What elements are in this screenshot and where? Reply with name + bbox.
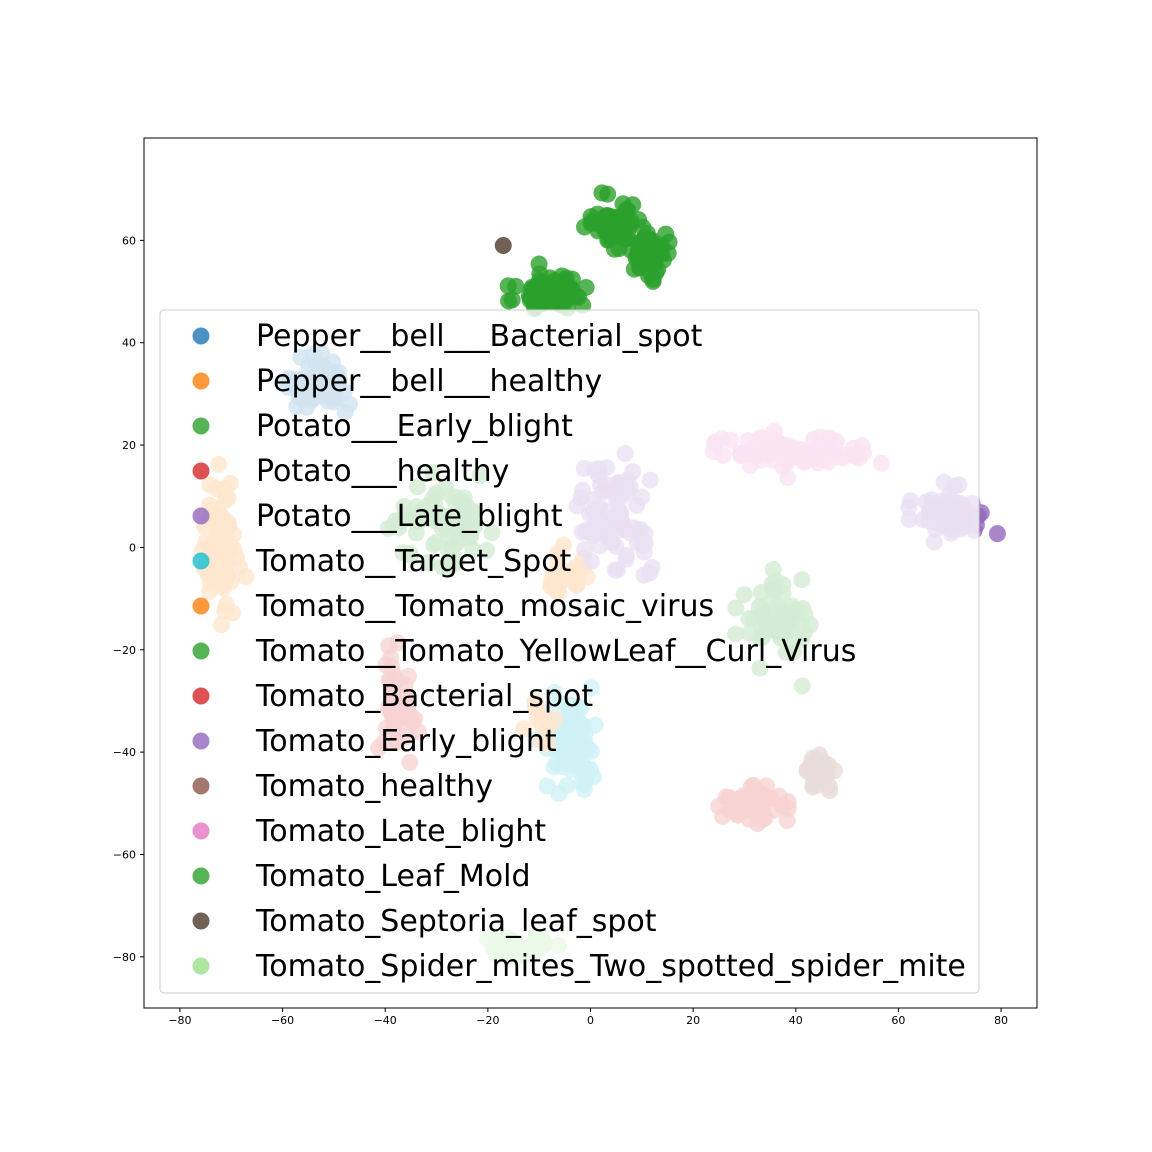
legend-marker [192,417,210,435]
legend-label: Tomato_Late_blight [255,814,546,849]
y-tick-label: −60 [113,848,136,861]
scatter-point [596,221,614,239]
legend-label: Tomato_healthy [255,769,493,804]
scatter-point [630,211,648,229]
legend-marker [192,867,210,885]
y-tick-label: 20 [122,439,136,452]
x-tick-label: −20 [476,1014,499,1027]
x-axis-ticks: −80 −60 −40 −20 0 20 40 60 80 [168,1008,1008,1027]
legend-label: Pepper__bell___healthy [256,364,602,399]
legend: Pepper__bell___Bacterial_spot Pepper__bel… [159,309,980,994]
legend-label: Tomato_Leaf_Mold [255,859,531,894]
y-tick-label: −40 [113,746,136,759]
legend-label: Pepper__bell___Bacterial_spot [256,319,703,354]
legend-marker [192,327,210,345]
legend-label: Potato___healthy [256,454,509,489]
scatter-point [530,255,548,273]
legend-label: Tomato__Tomato_mosaic_virus [255,589,714,624]
scatter-point [988,525,1006,543]
legend-marker [192,642,210,660]
scatter-point [494,236,512,254]
legend-label: Tomato_Bacterial_spot [255,679,593,714]
x-tick-label: 60 [891,1014,905,1027]
x-tick-label: 0 [587,1014,594,1027]
legend-marker [192,687,210,705]
scatter-point [614,211,632,229]
scatter-point [614,195,632,213]
x-tick-label: −80 [168,1014,191,1027]
legend-marker [192,462,210,480]
x-tick-label: 80 [994,1014,1008,1027]
x-tick-label: −40 [374,1014,397,1027]
legend-label: Tomato__Target_Spot [255,544,572,579]
legend-marker [192,957,210,975]
y-axis-ticks: −80 −60 −40 −20 0 20 40 60 [113,234,144,964]
scatter-point [507,277,525,295]
scatter-point [642,264,660,282]
y-tick-label: −20 [113,644,136,657]
legend-marker [192,507,210,525]
legend-box [159,309,980,994]
legend-marker [192,822,210,840]
x-tick-label: 40 [789,1014,803,1027]
x-tick-label: −60 [271,1014,294,1027]
y-tick-label: 0 [129,541,136,554]
legend-label: Potato___Early_blight [256,409,573,444]
scatter-point [610,227,628,245]
x-tick-label: 20 [686,1014,700,1027]
legend-label: Tomato_Septoria_leaf_spot [255,904,657,939]
legend-marker [192,372,210,390]
legend-label: Tomato_Early_blight [255,724,557,759]
scatter-point [503,291,521,309]
legend-label: Potato___Late_blight [256,499,563,534]
scatter-point [534,293,552,311]
y-tick-label: 40 [122,337,136,350]
legend-marker [192,777,210,795]
scatter-point [520,287,538,305]
legend-label: Tomato__Tomato_YellowLeaf__Curl_Virus [255,634,856,669]
legend-marker [192,732,210,750]
y-tick-label: 60 [122,234,136,247]
legend-marker [192,597,210,615]
legend-label: Tomato_Spider_mites_Two_spotted_spider_m… [255,949,966,984]
legend-marker [192,912,210,930]
y-tick-label: −80 [113,951,136,964]
scatter-point [593,184,611,202]
legend-marker [192,552,210,570]
scatter-point [642,236,660,254]
series-12 [499,184,678,318]
series-13 [494,236,512,254]
scatter-point [553,274,571,292]
